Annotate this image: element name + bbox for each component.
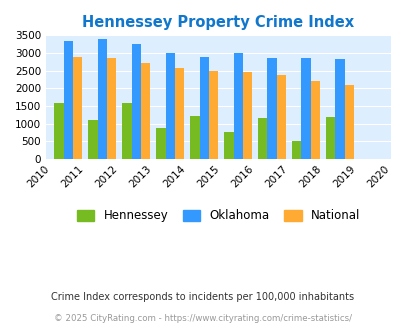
Bar <box>258 118 267 159</box>
Bar <box>233 53 242 159</box>
Bar <box>335 59 344 159</box>
Text: Crime Index corresponds to incidents per 100,000 inhabitants: Crime Index corresponds to incidents per… <box>51 292 354 302</box>
Bar <box>54 103 64 159</box>
Bar <box>174 68 183 159</box>
Bar <box>156 128 165 159</box>
Bar <box>97 39 107 159</box>
Bar <box>190 116 199 159</box>
Bar <box>199 57 208 159</box>
Bar <box>310 81 319 159</box>
Bar <box>165 53 174 159</box>
Bar <box>107 58 116 159</box>
Bar <box>242 72 251 159</box>
Text: © 2025 CityRating.com - https://www.cityrating.com/crime-statistics/: © 2025 CityRating.com - https://www.city… <box>54 314 351 323</box>
Bar <box>88 120 97 159</box>
Bar <box>64 41 72 159</box>
Bar <box>72 56 82 159</box>
Legend: Hennessey, Oklahoma, National: Hennessey, Oklahoma, National <box>72 205 365 227</box>
Bar <box>122 103 131 159</box>
Bar <box>208 71 217 159</box>
Bar <box>276 75 285 159</box>
Bar <box>131 44 141 159</box>
Bar <box>344 85 353 159</box>
Bar <box>267 58 276 159</box>
Bar <box>301 58 310 159</box>
Bar <box>292 142 301 159</box>
Bar <box>141 63 149 159</box>
Bar <box>224 132 233 159</box>
Title: Hennessey Property Crime Index: Hennessey Property Crime Index <box>82 15 354 30</box>
Bar <box>326 117 335 159</box>
